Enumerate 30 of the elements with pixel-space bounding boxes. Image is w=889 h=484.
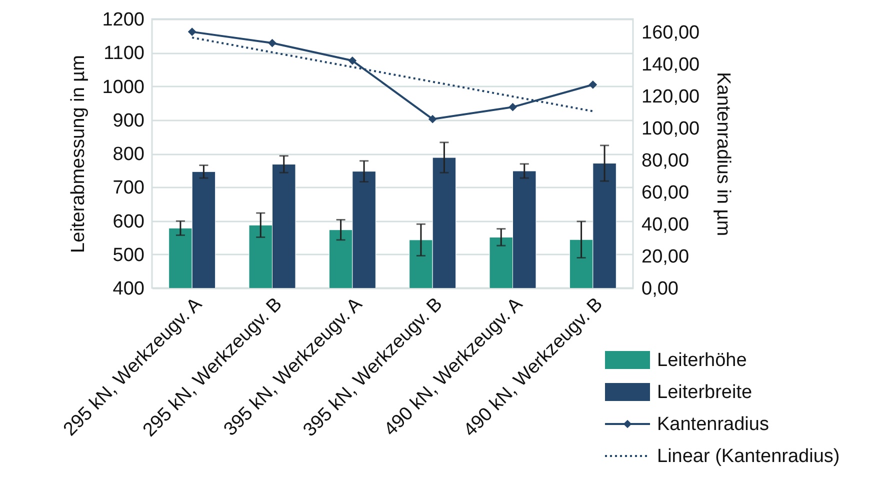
legend-label: Kantenradius	[657, 414, 769, 435]
legend-label: Leiterbreite	[657, 382, 752, 403]
point	[428, 114, 437, 124]
y2-axis-title: Kantenradius in µm	[712, 72, 734, 236]
y2-tick-label: 20,00	[642, 246, 690, 268]
point	[508, 102, 517, 112]
y-tick-label: 700	[112, 178, 144, 199]
y-tick-label: 600	[112, 211, 144, 232]
y2-tick-label: 80,00	[642, 150, 690, 172]
y2-tick-label: 140,00	[642, 54, 700, 76]
y-tick-label: 1100	[104, 43, 144, 64]
point	[188, 28, 196, 36]
y-tick-label: 1200	[102, 10, 144, 30]
y-tick-label: 1000	[102, 76, 144, 98]
y-tick-label: 400	[112, 278, 144, 300]
y2-tick-label: 60,00	[642, 182, 690, 204]
point	[588, 80, 598, 89]
y-axis-title: Leiterabmessung in µm	[68, 55, 90, 253]
y2-tick-label: 40,00	[642, 214, 690, 236]
legend-label: Linear (Kantenradius)	[657, 446, 840, 467]
y2-tick-label: 120,00	[642, 86, 700, 108]
y-tick-label: 500	[112, 244, 144, 266]
y-tick-label: 800	[112, 144, 144, 165]
y2-tick-label: 100,00	[642, 118, 700, 140]
point	[348, 56, 357, 65]
y2-tick-label: 0,00	[642, 278, 678, 300]
y2-tick-label: 160,00	[642, 22, 700, 44]
legend-label: Leiterhöhe	[657, 350, 747, 371]
point	[268, 38, 276, 48]
y-tick-label: 900	[112, 110, 144, 132]
